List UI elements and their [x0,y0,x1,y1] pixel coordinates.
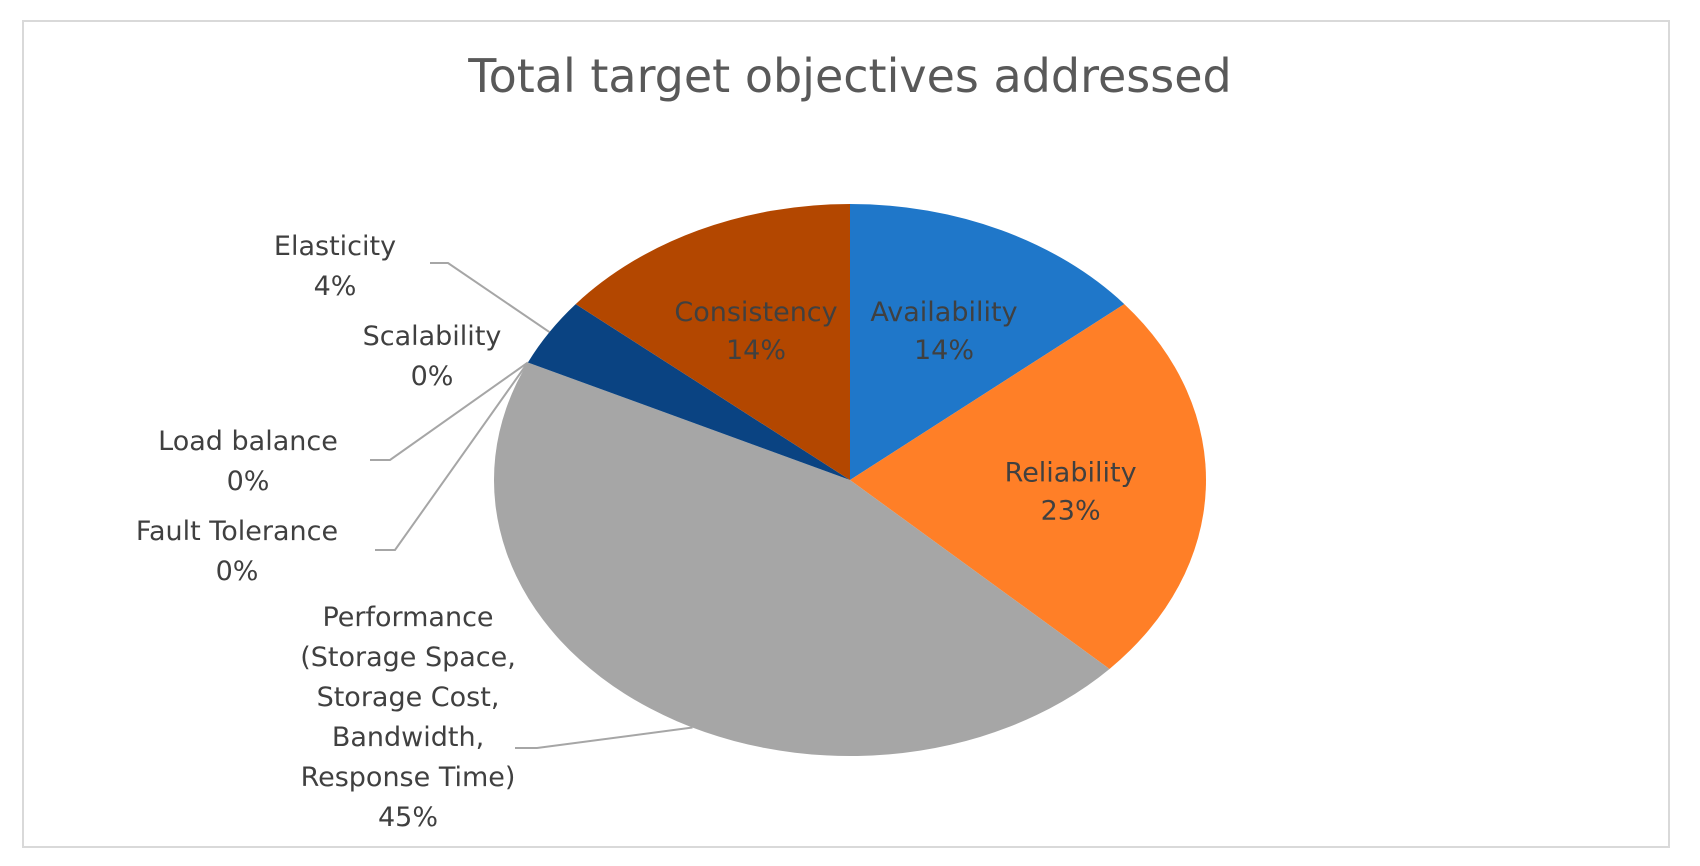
leader-line-elasticity [430,262,550,333]
leader-line-performance [515,726,693,749]
slice-label-availability: Availability [870,297,1017,328]
outer-value-scalability: 0% [411,361,454,392]
leader-lines [370,262,693,749]
slice-value-reliability: 23% [1041,495,1101,526]
slice-labels: Availability 14% Reliability 23% Consistency… [136,231,1137,833]
outer-label-fault-tolerance: Fault Tolerance [136,516,338,547]
leader-line-load-balance [370,361,529,461]
outer-label-elasticity: Elasticity [274,231,396,262]
outer-label-performance-line-4: Bandwidth, [332,722,484,753]
slice-label-consistency: Consistency [674,297,837,328]
pie-slice-consistency [575,204,850,480]
outer-label-scalability: Scalability [363,321,502,352]
pie-slice-performance [493,362,1110,757]
outer-label-performance-line-5: Response Time) [301,762,516,793]
slice-value-availability: 14% [914,335,974,366]
pie-slice-availability [850,204,1125,480]
outer-value-performance: 45% [378,802,438,833]
outer-label-performance-line-3: Storage Cost, [317,682,500,713]
outer-label-performance-line-1: Performance [322,602,493,633]
pie-slice-elasticity [527,304,850,480]
outer-label-load-balance: Load balance [158,426,338,457]
pie-slices [493,204,1207,757]
pie-slice-reliability [850,304,1207,669]
slice-label-reliability: Reliability [1005,457,1137,488]
leader-line-fault-tolerance [375,361,529,551]
outer-value-fault-tolerance: 0% [216,556,259,587]
chart-title: Total target objectives addressed [467,49,1231,103]
outer-label-performance-line-2: (Storage Space, [300,642,516,673]
outer-value-elasticity: 4% [314,271,357,302]
slice-value-consistency: 14% [726,335,786,366]
outer-value-load-balance: 0% [227,466,270,497]
